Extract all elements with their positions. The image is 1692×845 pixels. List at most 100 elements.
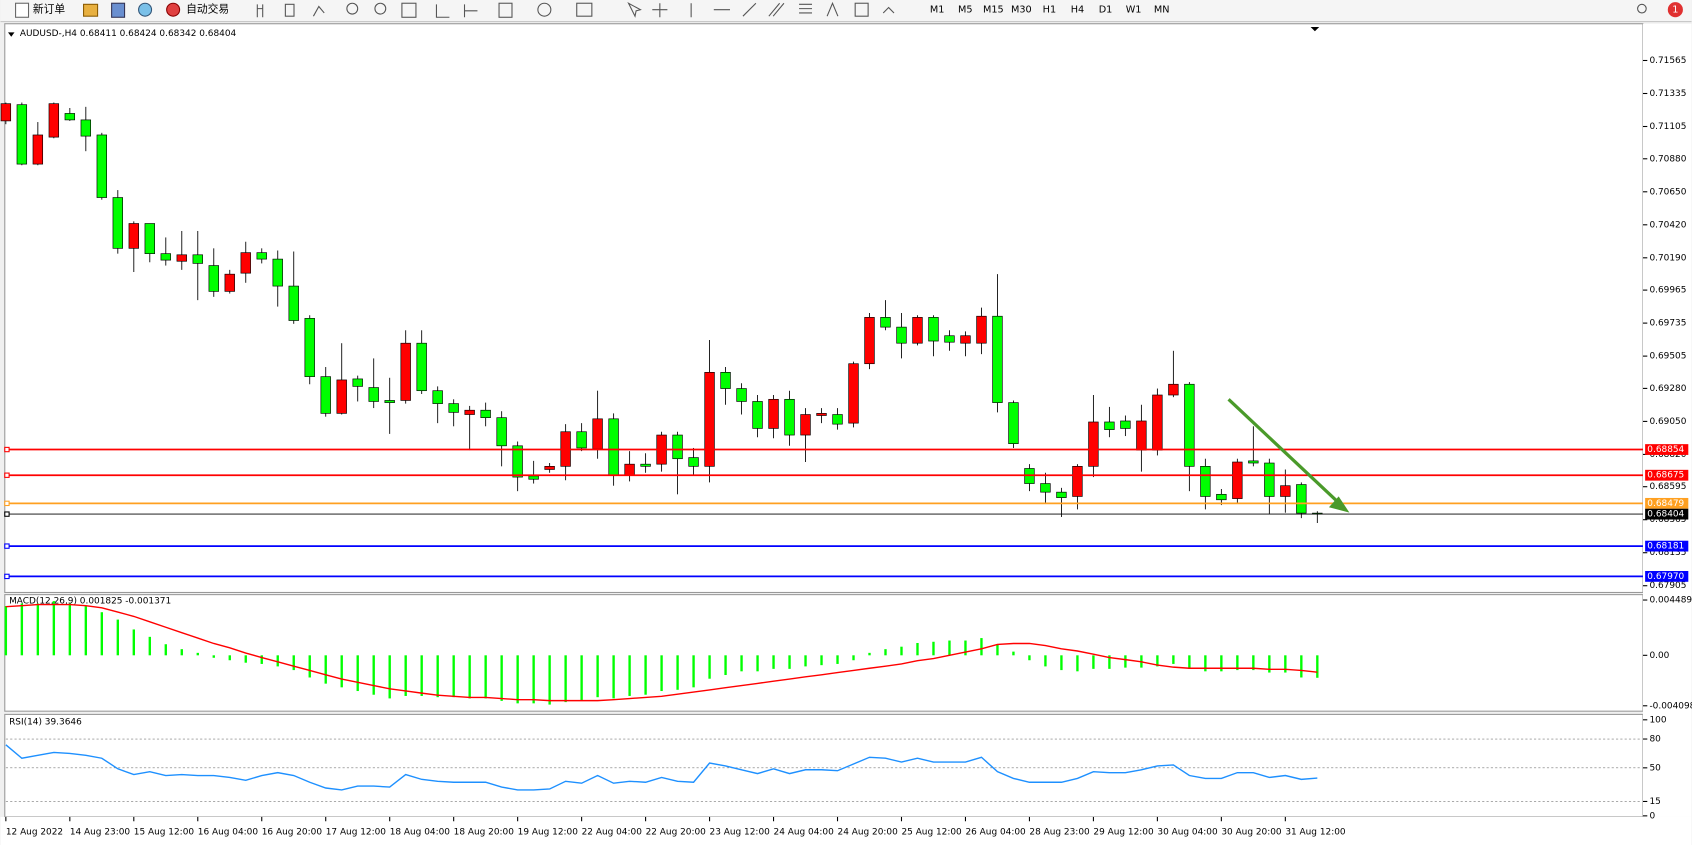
zoom-out[interactable] bbox=[374, 2, 387, 15]
timeframe-button[interactable]: MN bbox=[1154, 5, 1170, 16]
chart-shift[interactable] bbox=[463, 4, 478, 18]
candle-body bbox=[640, 463, 651, 467]
candle-body bbox=[896, 326, 907, 344]
timeframe-button[interactable]: M5 bbox=[958, 5, 973, 16]
templates[interactable] bbox=[576, 2, 593, 17]
candle-body bbox=[720, 372, 731, 389]
x-tick-label: 18 Aug 04:00 bbox=[390, 828, 451, 838]
autoscroll[interactable] bbox=[435, 4, 450, 18]
candle-body bbox=[768, 398, 779, 429]
level-handle bbox=[4, 543, 10, 549]
candle-body bbox=[576, 431, 587, 449]
fibonacci[interactable] bbox=[799, 3, 813, 14]
arrows-tool[interactable] bbox=[882, 6, 895, 14]
timeframe-button[interactable]: M15 bbox=[983, 5, 1004, 16]
channel[interactable] bbox=[768, 2, 785, 17]
level-label-box bbox=[1645, 508, 1689, 520]
level-handle bbox=[4, 500, 10, 507]
candle-body bbox=[704, 372, 715, 467]
candle-body bbox=[1088, 421, 1099, 467]
navigator-icon[interactable] bbox=[111, 2, 126, 18]
y-tick-label: 0.70880 bbox=[1649, 154, 1686, 164]
candle-body bbox=[512, 445, 523, 478]
candle-body bbox=[1136, 420, 1147, 451]
line-chart-tool[interactable] bbox=[312, 5, 325, 17]
market-icon[interactable] bbox=[83, 3, 99, 17]
zoom-in[interactable] bbox=[346, 2, 359, 15]
y-tick-label: 0.00 bbox=[1649, 651, 1669, 661]
candle-tool[interactable] bbox=[284, 3, 295, 17]
candle-body bbox=[1072, 466, 1083, 497]
y-tick-label: 0.71105 bbox=[1649, 122, 1686, 132]
candle-body bbox=[256, 252, 267, 260]
indicators[interactable] bbox=[498, 2, 513, 18]
candle-body bbox=[0, 103, 12, 122]
timeframe-button[interactable]: M1 bbox=[930, 5, 945, 16]
periods[interactable] bbox=[537, 2, 552, 17]
crosshair[interactable] bbox=[652, 3, 668, 18]
candle-body bbox=[944, 335, 955, 343]
new-order-icon[interactable] bbox=[15, 2, 30, 18]
x-tick-label: 23 Aug 12:00 bbox=[710, 828, 771, 838]
notification-badge[interactable] bbox=[1667, 2, 1683, 18]
candle-body bbox=[480, 409, 491, 419]
x-tick-label: 16 Aug 20:00 bbox=[262, 828, 323, 838]
y-tick-label: 0.68365 bbox=[1649, 515, 1686, 525]
auto-trading-button[interactable]: 自动交易 bbox=[186, 3, 229, 16]
candle-body bbox=[208, 265, 219, 292]
data-icon[interactable] bbox=[138, 2, 153, 17]
y-tick-label: 0.67905 bbox=[1649, 581, 1686, 591]
x-tick-label: 22 Aug 04:00 bbox=[582, 828, 643, 838]
timeframe-button[interactable]: H1 bbox=[1043, 5, 1056, 16]
cursor[interactable] bbox=[627, 1, 642, 18]
new-order-button[interactable]: 新订单 bbox=[33, 3, 66, 16]
level-handle bbox=[4, 511, 10, 517]
y-tick-label: 0.69050 bbox=[1649, 417, 1686, 427]
x-tick-label: 16 Aug 04:00 bbox=[198, 828, 259, 838]
level-label-box bbox=[1645, 540, 1689, 552]
y-tick-label: 0.71565 bbox=[1649, 56, 1686, 66]
x-tick-label: 18 Aug 20:00 bbox=[454, 828, 515, 838]
timeframe-button[interactable]: M30 bbox=[1011, 5, 1032, 16]
candle-body bbox=[192, 254, 203, 264]
label-tool[interactable] bbox=[854, 2, 869, 17]
level-label-box bbox=[1645, 571, 1689, 582]
candle-body bbox=[1152, 394, 1163, 451]
candle-body bbox=[352, 378, 363, 387]
y-tick-label: 0.69280 bbox=[1649, 384, 1686, 394]
candle-body bbox=[48, 103, 60, 138]
text-tool[interactable] bbox=[826, 1, 839, 17]
tile-windows[interactable] bbox=[401, 2, 417, 18]
timeframe-button[interactable]: D1 bbox=[1099, 5, 1113, 16]
trendline[interactable] bbox=[742, 2, 757, 17]
candle-body bbox=[16, 104, 28, 165]
candle-body bbox=[176, 254, 187, 262]
candle-body bbox=[880, 317, 891, 328]
candle-body bbox=[224, 273, 235, 292]
candle-body bbox=[912, 317, 923, 344]
level-label: 0.68404 bbox=[1647, 510, 1684, 520]
chart-title: MACD(12,26,9) 0.001825 -0.001371 bbox=[9, 597, 171, 607]
y-tick-label: 100 bbox=[1649, 715, 1666, 725]
indicator-line bbox=[5, 603, 1318, 702]
search[interactable] bbox=[1637, 3, 1647, 14]
indicator-line bbox=[5, 744, 1318, 791]
candle-body bbox=[288, 285, 299, 321]
plots: AUDUSD-,H4 0.68411 0.68424 0.68342 0.684… bbox=[0, 29, 1692, 838]
level-handle bbox=[4, 472, 10, 478]
y-tick-label: 50 bbox=[1649, 763, 1661, 773]
timeframe-button[interactable]: W1 bbox=[1126, 5, 1142, 16]
bar-chart-tool[interactable] bbox=[256, 4, 264, 18]
candle-body bbox=[800, 414, 811, 436]
candle-body bbox=[752, 401, 763, 429]
candle-body bbox=[1248, 460, 1259, 464]
auto-trading-icon[interactable] bbox=[166, 2, 181, 17]
candle-body bbox=[1008, 402, 1019, 444]
candle-body bbox=[960, 335, 971, 344]
x-tick-label: 30 Aug 20:00 bbox=[1221, 828, 1282, 838]
level-handle bbox=[4, 446, 10, 453]
timeframe-button[interactable]: H4 bbox=[1071, 5, 1084, 16]
candle-body bbox=[848, 363, 859, 424]
x-tick-label: 12 Aug 2022 bbox=[6, 828, 63, 838]
